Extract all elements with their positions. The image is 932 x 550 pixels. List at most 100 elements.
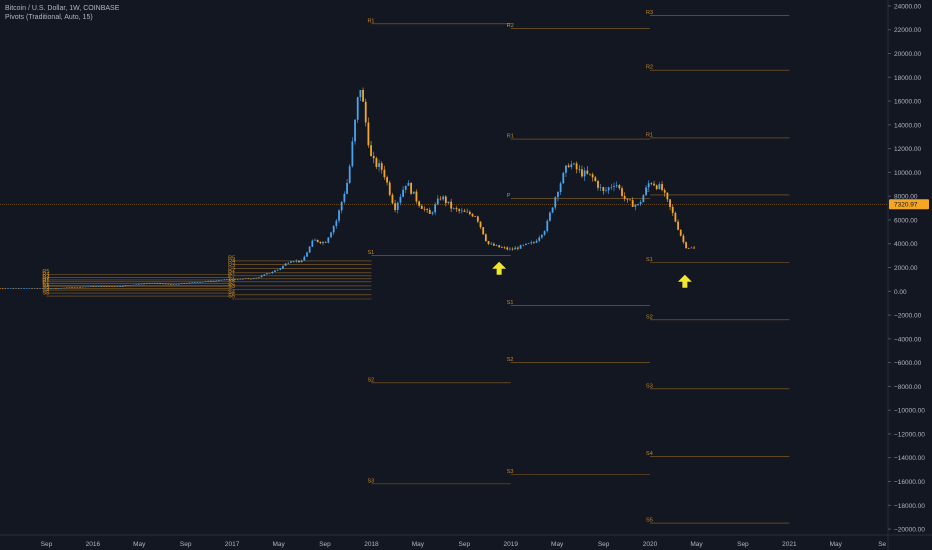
x-tick-label: Sep <box>319 541 331 548</box>
candle-body <box>693 247 695 249</box>
x-tick-label: May <box>412 541 425 548</box>
x-tick-label: 2021 <box>782 541 797 548</box>
pivot-label: P <box>646 189 650 195</box>
candle-body <box>327 237 330 243</box>
candle-body <box>9 288 12 289</box>
pivot-label: S3 <box>228 284 235 290</box>
candle-body <box>479 221 482 228</box>
y-tick-label: 14000.00 <box>894 122 921 129</box>
candle-body <box>591 174 594 178</box>
candle-body <box>658 184 661 190</box>
candle-body <box>375 158 378 167</box>
candle-body <box>559 183 562 193</box>
candle-body <box>55 287 57 289</box>
candle-body <box>316 239 319 242</box>
candle-body <box>188 282 191 284</box>
pivot-label: S1 <box>367 250 374 256</box>
candle-body <box>185 283 188 284</box>
candle-body <box>340 201 343 211</box>
last-price-label: 7320.97 <box>894 202 918 209</box>
pivot-label: S2 <box>367 377 374 383</box>
candle-body <box>412 191 415 194</box>
x-tick-label: Sep <box>737 541 749 548</box>
x-tick-label: Se <box>878 541 886 548</box>
candle-body <box>367 122 370 146</box>
candle-body <box>402 189 405 197</box>
candle-body <box>209 280 212 282</box>
candle-body <box>653 183 655 186</box>
candle-body <box>674 213 677 222</box>
candle-body <box>669 199 671 207</box>
candle-body <box>127 285 130 286</box>
candle-body <box>594 177 597 182</box>
y-tick-label: 0.00 <box>894 289 907 296</box>
candle-body <box>511 248 514 250</box>
candle-body <box>191 282 194 284</box>
candle-body <box>324 242 327 243</box>
candle-body <box>415 191 418 202</box>
candle-body <box>514 247 517 250</box>
candle-body <box>132 284 135 286</box>
x-tick-label: 2019 <box>504 541 519 548</box>
pivot-label: S2 <box>228 280 235 286</box>
candle-body <box>311 240 314 247</box>
candle-body <box>420 205 423 209</box>
pivot-label: S3 <box>507 469 514 475</box>
candle-body <box>519 245 522 249</box>
candle-body <box>151 283 154 284</box>
pivot-label: P <box>507 193 511 199</box>
candle-body <box>650 183 653 184</box>
candle-body <box>613 186 615 188</box>
candle-body <box>428 210 431 214</box>
y-tick-label: 4000.00 <box>894 241 918 248</box>
candle-body <box>671 206 674 214</box>
candle-body <box>314 239 316 241</box>
candle-body <box>426 209 429 211</box>
candle-body <box>201 281 204 283</box>
candle-body <box>645 187 647 196</box>
y-tick-label: 18000.00 <box>894 75 921 82</box>
pivot-label: R3 <box>228 263 235 269</box>
candle-body <box>690 247 693 249</box>
candle-body <box>484 234 487 242</box>
x-tick-label: May <box>830 541 843 548</box>
candle-body <box>492 243 495 246</box>
pivot-label: S4 <box>228 289 235 295</box>
y-tick-label: 24000.00 <box>894 3 921 10</box>
candle-body <box>439 198 442 200</box>
candle-body <box>39 288 41 289</box>
pivot-label: S2 <box>42 283 49 289</box>
candle-body <box>383 169 386 178</box>
arrow-up-icon <box>492 261 507 275</box>
candle-body <box>423 208 426 210</box>
candle-body <box>292 261 295 263</box>
candle-body <box>351 141 354 167</box>
y-tick-label: 10000.00 <box>894 170 921 177</box>
candle-body <box>274 270 276 272</box>
candle-body <box>231 279 234 280</box>
candle-body <box>20 288 23 289</box>
candle-body <box>322 242 324 244</box>
candle-body <box>364 101 367 123</box>
candle-body <box>319 241 322 244</box>
candle-body <box>503 247 506 249</box>
x-tick-label: 2020 <box>643 541 658 548</box>
candle-body <box>306 252 308 257</box>
candle-body <box>554 197 557 208</box>
x-tick-label: May <box>133 541 146 548</box>
candle-body <box>63 287 65 289</box>
y-tick-label: 12000.00 <box>894 146 921 153</box>
x-tick-label: 2018 <box>364 541 379 548</box>
candle-body <box>607 187 610 191</box>
pivot-label: R1 <box>228 270 235 276</box>
candle-body <box>447 201 450 204</box>
x-tick-label: Sep <box>41 541 53 548</box>
candle-body <box>135 284 138 286</box>
candle-body <box>372 156 375 159</box>
candle-body <box>183 283 186 285</box>
candle-body <box>57 288 60 289</box>
candle-body <box>239 278 242 280</box>
pivot-label: S1 <box>646 257 653 263</box>
candle-body <box>252 278 255 279</box>
